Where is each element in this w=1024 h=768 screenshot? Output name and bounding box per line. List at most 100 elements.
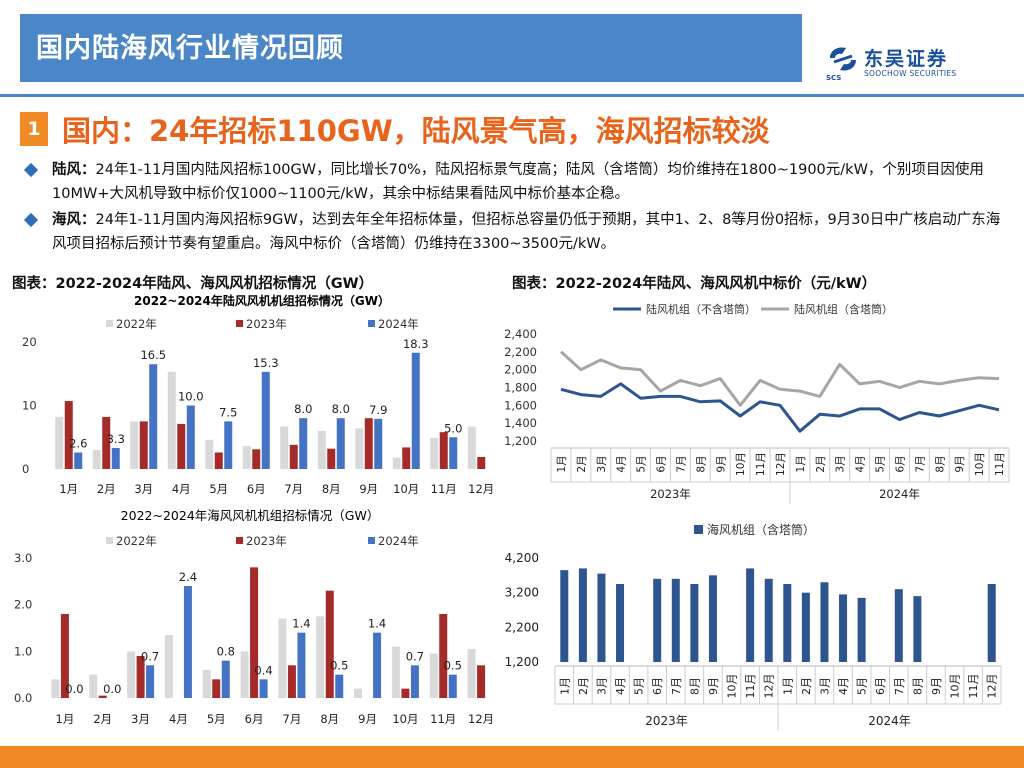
bar [894,589,903,662]
x-tick-label: 2月 [815,455,827,472]
x-tick-label: 9月 [359,482,378,496]
bullet-onshore: 陆风：24年1-11月国内陆风招标100GW，同比增长70%，陆风招标景气度高；… [23,158,1006,206]
bar [392,457,401,469]
y-tick-label: 3.0 [14,551,32,565]
x-tick-label: 8月 [934,455,946,472]
bar [240,651,249,698]
y-tick-label: 2,000 [505,363,537,377]
section-headline: 国内：24年招标110GW，陆风景气高，海风招标较淡 [62,114,770,148]
data-label: 10.0 [178,390,204,404]
y-tick-label: 1,800 [505,381,537,395]
x-tick-label: 5月 [636,455,648,472]
x-tick-label: 4月 [614,677,627,695]
x-tick-label: 3月 [596,455,608,472]
bar [410,665,419,698]
bar [373,632,382,698]
legend-label: 陆风机组（含塔筒） [794,302,893,316]
x-tick-label: 12月 [468,482,494,496]
x-tick-label: 1月 [558,677,571,695]
bar [60,614,69,698]
x-tick-label: 7月 [893,677,906,695]
bar [402,447,411,469]
legend-label: 2024年 [378,317,419,331]
legend-label: 2022年 [116,317,157,331]
bar [560,570,569,662]
data-label: 15.3 [253,356,279,370]
bar [327,448,336,469]
x-tick-label: 7月 [675,455,687,472]
x-tick-label: 7月 [284,482,303,496]
bar [430,437,439,469]
bar [55,416,64,469]
data-label: 2.6 [69,436,87,450]
data-label: 8.0 [294,402,312,416]
x-tick-label: 6月 [874,677,887,695]
y-tick-label: 1,200 [505,434,537,448]
legend-label: 2024年 [378,534,419,548]
bar [111,448,120,469]
bar [467,649,476,698]
data-label: 0.4 [254,663,272,677]
bar [89,674,98,698]
x-tick-label: 12月 [986,674,999,699]
legend-label: 2022年 [116,534,157,548]
bar [411,352,420,469]
x-tick-label: 4月 [837,677,850,695]
x-tick-label: 2月 [97,482,116,496]
x-tick-label: 10月 [949,674,962,699]
bar [355,428,364,469]
bar [183,586,192,698]
x-tick-label: 2月 [577,677,590,695]
data-label: 0.0 [103,682,121,696]
bar [205,439,214,469]
series-line [560,382,1000,433]
bar [250,567,259,698]
bar [136,656,145,698]
y-tick-label: 0 [22,462,29,476]
bar [64,401,73,469]
offshore-price-chart: 海风机组（含塔筒） 1,200 2,200 3,200 4,200 1月 2月 3月 4月 5月 6… [505,522,1002,730]
bullet-label: 陆风： [52,162,96,178]
data-label: 1.4 [368,617,386,631]
x-tick-label: 10月 [735,452,747,476]
bar [299,418,308,469]
footer-bar [0,746,1024,768]
x-tick-label: 2月 [576,455,588,472]
y-tick-label: 1.0 [14,644,32,658]
bar [74,452,83,469]
diamond-bullet-icon [23,162,39,178]
bullet-text: 24年1-11月国内陆风招标100GW，同比增长70%，陆风招标景气度高；陆风（… [52,162,984,202]
x-tick-label: 3月 [819,677,832,695]
bar [280,426,289,469]
company-logo: 东吴证券 SOOCHOW SECURITIES SCS [826,44,976,84]
bar [354,688,363,698]
y-tick-label: 3,200 [505,586,539,600]
bar [127,651,136,698]
bar [801,592,810,662]
bar [783,584,792,662]
header-divider [0,94,1024,97]
legend-swatch [236,320,243,327]
y-tick-label: 10 [22,399,37,413]
bar [242,446,251,469]
bullet-offshore: 海风：24年1-11月国内海风招标9GW，达到去年全年招标体量，但招标总容量仍低… [23,208,1006,256]
y-tick-label: 1,600 [505,398,537,412]
legend-swatch [106,320,113,327]
x-tick-label: 12月 [468,712,494,726]
x-tick-label: 2月 [800,677,813,695]
bar [167,371,176,469]
bar [448,674,457,698]
bar [177,423,186,469]
data-label: 0.5 [444,659,462,673]
bar [186,405,195,469]
bar [391,646,400,698]
legend-swatch [106,537,113,544]
x-tick-label: 11月 [430,712,456,726]
logo-chinese-name: 东吴证券 [864,48,949,70]
x-tick-label: 10月 [974,452,986,476]
x-tick-label: 12月 [763,674,776,699]
x-group-label: 2024年 [868,714,911,728]
data-label: 7.9 [369,403,387,417]
x-tick-label: 11月 [431,482,457,496]
bar [51,679,60,698]
